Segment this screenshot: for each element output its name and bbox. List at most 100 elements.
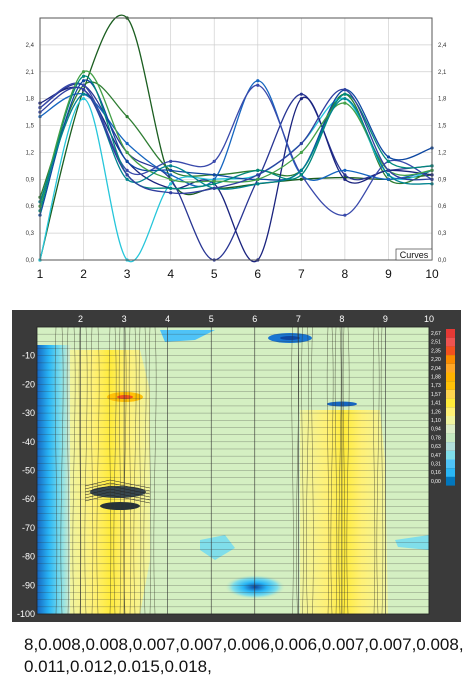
curves-y-tick-left: 0,3 [26, 231, 35, 237]
contour-line [326, 327, 330, 614]
curve-point [299, 150, 303, 155]
contour-x-tick-label: 7 [296, 314, 301, 324]
curve-point [169, 191, 173, 195]
curve-point [256, 182, 260, 186]
contour-line [84, 482, 151, 492]
curves-y-tick-right: 1,5 [438, 124, 447, 130]
curve-point [81, 83, 86, 87]
contour-lines [54, 327, 384, 614]
curve-point [299, 173, 303, 177]
contour-line [153, 327, 157, 614]
colorbar-swatch [446, 398, 455, 408]
colorbar-swatch [446, 389, 455, 399]
curves-y-tick-right: 2,1 [438, 70, 447, 76]
colorbar-label: 1,26 [431, 409, 441, 415]
curve-point [125, 150, 129, 155]
contour-y-tick-label: -60 [22, 494, 35, 504]
contour-y-tick-labels: -10 -20 -30 -40 -50 -60 -70 -80 -90 -100 [17, 351, 35, 619]
curve-point [256, 173, 260, 177]
colorbar-swatch [446, 416, 455, 425]
curve-point [169, 164, 173, 168]
colorbar-label: 1,57 [431, 392, 441, 398]
colorbar-label: 1,10 [431, 418, 441, 424]
contour-y-tick-label: -50 [22, 466, 35, 476]
curve-point [386, 168, 391, 172]
contour-line [84, 485, 151, 495]
curve-point [343, 168, 347, 172]
contour-line [301, 327, 304, 614]
contour-line [113, 327, 117, 614]
data-values-text: 8,0.008,0.008,0.007,0.007,0.006,0.006,0.… [24, 635, 464, 676]
curves-chart: 0,0 0,0 0,3 0,3 0,6 0,6 0,9 0,9 1,2 1,2 1,5 1,5 1,8 1… [0, 0, 471, 290]
contour-line [66, 327, 70, 614]
colorbar-swatch [446, 337, 455, 347]
contour-x-tick-label: 3 [122, 314, 127, 324]
curve-point [169, 182, 173, 186]
contour-line [311, 327, 314, 614]
contour-y-tick-label: -80 [22, 552, 35, 562]
colorbar-label: 0,94 [431, 427, 441, 433]
curve-point [212, 173, 216, 177]
contour-line [60, 327, 64, 614]
colorbar-label: 0,63 [431, 444, 441, 450]
colorbar-label: 2,51 [431, 340, 441, 346]
curves-x-tick-label: 7 [298, 267, 305, 281]
curve-point [386, 159, 391, 164]
curve-point [81, 92, 86, 96]
curve-point [299, 168, 303, 172]
curves-y-tick-right: 0,3 [438, 231, 447, 237]
contour-line [108, 327, 112, 614]
contour-colorbar: 2,67 2,51 2,35 2,20 2,04 1,88 1,73 1,57 1,41 1,26… [431, 329, 455, 486]
colorbar-swatch [446, 407, 455, 416]
contour-line [138, 327, 142, 614]
contour-x-tick-label: 6 [252, 314, 257, 324]
curve-point [81, 74, 86, 78]
contour-line [330, 327, 334, 614]
contour-x-tick-label: 9 [383, 314, 388, 324]
curve-point [125, 173, 129, 177]
contour-x-tick-label: 4 [165, 314, 170, 324]
contour-line [346, 327, 350, 614]
curve-point [343, 101, 347, 105]
contour-line [372, 327, 376, 614]
colorbar-label: 0,31 [431, 462, 441, 468]
curve-series-line [39, 79, 433, 216]
contour-line [54, 327, 58, 614]
contour-line [84, 327, 88, 614]
colorbar-swatch [446, 363, 455, 373]
curve-point [212, 179, 216, 183]
contour-x-tick-labels: 2 3 4 5 6 7 8 9 10 [78, 314, 434, 324]
contour-line [90, 327, 94, 614]
curve-point [343, 173, 347, 177]
curve-point [212, 186, 216, 190]
curves-x-tick-label: 10 [425, 267, 439, 281]
contour-y-tick-label: -90 [22, 580, 35, 590]
colorbar-label: 0,16 [431, 470, 441, 476]
curves-x-tick-label: 1 [37, 267, 44, 281]
colorbar-label: 0,47 [431, 453, 441, 459]
curve-point [169, 177, 173, 181]
curves-x-tick-label: 2 [80, 267, 87, 281]
curves-x-tick-label: 4 [167, 267, 174, 281]
curve-point [125, 177, 129, 181]
contour-line [148, 327, 152, 614]
colorbar-label: 2,04 [431, 366, 441, 372]
curves-x-tick-label: 3 [124, 267, 131, 281]
contour-x-tick-label: 8 [339, 314, 344, 324]
curves-y-tick-left: 0,9 [26, 177, 35, 183]
curves-y-tick-left: 1,8 [26, 97, 35, 103]
curves-y-tick-right: 1,8 [438, 97, 447, 103]
contour-x-tick-label: 2 [78, 314, 83, 324]
contour-line [133, 327, 137, 614]
curve-point [386, 177, 391, 181]
contour-line [84, 494, 151, 504]
contour-line [306, 327, 309, 614]
curve-series-line [39, 70, 433, 207]
contour-line [342, 327, 346, 614]
curve-point [125, 168, 129, 172]
curve-point [256, 79, 260, 83]
contour-plot-border [36, 326, 430, 615]
curves-y-tick-right: 0,6 [438, 204, 447, 210]
contour-y-tick-label: -20 [22, 379, 35, 389]
curves-y-tick-left: 1,2 [26, 150, 35, 156]
